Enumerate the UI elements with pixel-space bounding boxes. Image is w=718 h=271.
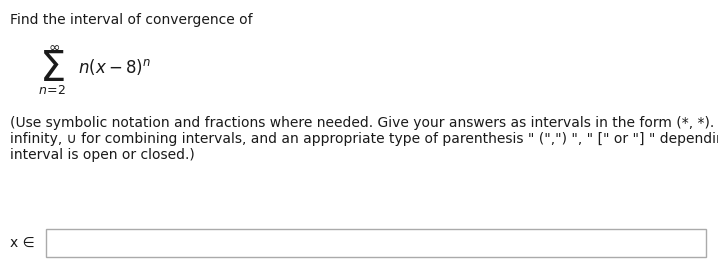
Text: interval is open or closed.): interval is open or closed.): [10, 148, 195, 162]
Text: Find the interval of convergence of: Find the interval of convergence of: [10, 13, 253, 27]
Text: $n\!=\!2$: $n\!=\!2$: [38, 83, 66, 96]
Text: x ∈: x ∈: [10, 236, 34, 250]
Text: $\infty$: $\infty$: [48, 40, 60, 54]
Text: infinity, ∪ for combining intervals, and an appropriate type of parenthesis " (": infinity, ∪ for combining intervals, and…: [10, 132, 718, 146]
Text: $\Sigma$: $\Sigma$: [39, 48, 65, 90]
Text: (Use symbolic notation and fractions where needed. Give your answers as interval: (Use symbolic notation and fractions whe…: [10, 116, 718, 130]
FancyBboxPatch shape: [46, 229, 706, 257]
Text: $n(x-8)^n$: $n(x-8)^n$: [78, 57, 151, 77]
